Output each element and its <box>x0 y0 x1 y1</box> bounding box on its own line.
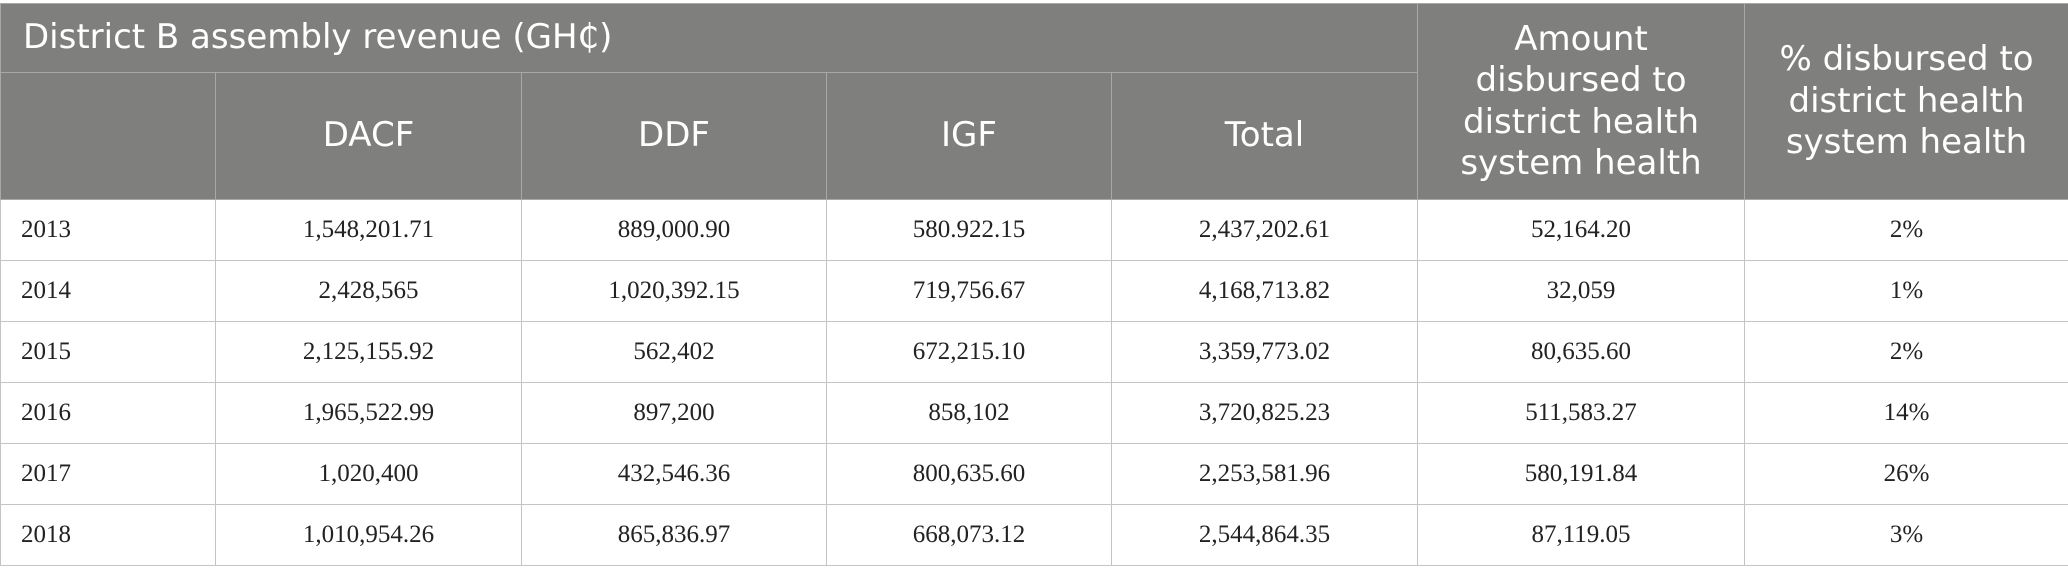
disbursed-amount-cell: 80,635.60 <box>1417 321 1746 383</box>
disbursed-amount-header: Amount disbursed to district health syst… <box>1417 3 1746 200</box>
dacf-cell: 2,125,155.92 <box>215 321 522 383</box>
percent-disbursed-header-text: % disbursed to district health system he… <box>1779 39 2034 163</box>
igf-header: IGF <box>826 72 1112 200</box>
ddf-cell: 562,402 <box>521 321 827 383</box>
year-cell: 2018 <box>0 504 216 566</box>
disbursed-amount-cell: 580,191.84 <box>1417 443 1746 505</box>
table-row: 2013 1,548,201.71 889,000.90 580.922.15 … <box>0 199 2068 261</box>
total-cell: 4,168,713.82 <box>1110 260 1419 322</box>
table-row: 2015 2,125,155.92 562,402 672,215.10 3,3… <box>0 321 2068 383</box>
year-cell: 2013 <box>0 199 216 261</box>
disbursed-amount-cell: 32,059 <box>1417 260 1746 322</box>
revenue-table-wrapper: District B assembly revenue (GH₵) Amount… <box>0 3 2068 566</box>
total-cell: 3,720,825.23 <box>1110 382 1419 444</box>
year-cell: 2015 <box>0 321 216 383</box>
disbursed-amount-cell: 87,119.05 <box>1417 504 1746 566</box>
year-cell: 2016 <box>0 382 216 444</box>
dacf-header: DACF <box>215 72 522 200</box>
total-cell: 2,253,581.96 <box>1110 443 1419 505</box>
year-cell: 2017 <box>0 443 216 505</box>
percent-disbursed-cell: 2% <box>1744 199 2068 261</box>
table-row: 2016 1,965,522.99 897,200 858,102 3,720,… <box>0 382 2068 444</box>
total-header: Total <box>1110 72 1419 200</box>
percent-disbursed-cell: 26% <box>1744 443 2068 505</box>
disbursed-amount-cell: 511,583.27 <box>1417 382 1746 444</box>
igf-cell: 719,756.67 <box>826 260 1112 322</box>
percent-disbursed-header: % disbursed to district health system he… <box>1744 3 2068 200</box>
total-cell: 2,437,202.61 <box>1110 199 1419 261</box>
table-row: 2014 2,428,565 1,020,392.15 719,756.67 4… <box>0 260 2068 322</box>
igf-cell: 800,635.60 <box>826 443 1112 505</box>
header-row-sub: DACF DDF IGF Total <box>0 72 2068 200</box>
total-cell: 3,359,773.02 <box>1110 321 1419 383</box>
percent-disbursed-cell: 2% <box>1744 321 2068 383</box>
total-cell: 2,544,864.35 <box>1110 504 1419 566</box>
year-header <box>0 72 216 200</box>
igf-cell: 858,102 <box>826 382 1112 444</box>
ddf-cell: 889,000.90 <box>521 199 827 261</box>
igf-cell: 672,215.10 <box>826 321 1112 383</box>
dacf-cell: 1,020,400 <box>215 443 522 505</box>
ddf-cell: 1,020,392.15 <box>521 260 827 322</box>
table-row: 2018 1,010,954.26 865,836.97 668,073.12 … <box>0 504 2068 566</box>
dacf-cell: 2,428,565 <box>215 260 522 322</box>
percent-disbursed-cell: 3% <box>1744 504 2068 566</box>
revenue-table: District B assembly revenue (GH₵) Amount… <box>0 3 2068 566</box>
dacf-cell: 1,548,201.71 <box>215 199 522 261</box>
ddf-header: DDF <box>521 72 827 200</box>
table-header: District B assembly revenue (GH₵) Amount… <box>0 3 2068 200</box>
percent-disbursed-cell: 1% <box>1744 260 2068 322</box>
igf-cell: 668,073.12 <box>826 504 1112 566</box>
dacf-cell: 1,965,522.99 <box>215 382 522 444</box>
disbursed-amount-header-text: Amount disbursed to district health syst… <box>1460 18 1702 183</box>
header-row-top: District B assembly revenue (GH₵) Amount… <box>0 3 2068 200</box>
dacf-cell: 1,010,954.26 <box>215 504 522 566</box>
ddf-cell: 897,200 <box>521 382 827 444</box>
table-body: 2013 1,548,201.71 889,000.90 580.922.15 … <box>0 199 2068 566</box>
disbursed-amount-cell: 52,164.20 <box>1417 199 1746 261</box>
table-row: 2017 1,020,400 432,546.36 800,635.60 2,2… <box>0 443 2068 505</box>
year-cell: 2014 <box>0 260 216 322</box>
igf-cell: 580.922.15 <box>826 199 1112 261</box>
ddf-cell: 432,546.36 <box>521 443 827 505</box>
table-title: District B assembly revenue (GH₵) <box>0 3 1419 73</box>
percent-disbursed-cell: 14% <box>1744 382 2068 444</box>
ddf-cell: 865,836.97 <box>521 504 827 566</box>
